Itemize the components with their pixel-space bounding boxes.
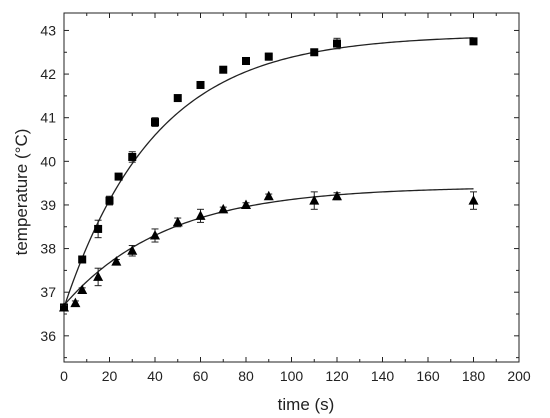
data-point-square bbox=[242, 56, 250, 65]
data-point-triangle bbox=[70, 297, 81, 308]
data-point-triangle bbox=[59, 301, 69, 312]
y-tick-label: 43 bbox=[40, 22, 56, 38]
x-tick-label: 0 bbox=[60, 368, 68, 384]
data-point-triangle bbox=[150, 229, 160, 240]
data-point-square bbox=[333, 39, 341, 48]
data-point-triangle bbox=[241, 199, 251, 209]
data-point-square bbox=[310, 48, 319, 57]
fit-curves bbox=[63, 37, 474, 308]
data-point-triangle bbox=[111, 256, 122, 266]
data-point-square bbox=[151, 118, 159, 127]
fit-curve-triangle bbox=[63, 188, 474, 306]
x-tick-label: 80 bbox=[238, 368, 254, 384]
data-point-triangle bbox=[93, 271, 104, 281]
plot-frame bbox=[63, 12, 520, 363]
fit-curve-square bbox=[63, 37, 474, 308]
data-markers bbox=[59, 37, 479, 312]
data-point-square bbox=[78, 255, 87, 264]
data-point-square bbox=[94, 224, 103, 233]
x-tick-label: 20 bbox=[102, 368, 118, 384]
data-point-square bbox=[173, 94, 182, 103]
y-tick-label: 42 bbox=[40, 66, 56, 82]
x-tick-label: 140 bbox=[371, 368, 395, 384]
y-tick-label: 40 bbox=[40, 153, 56, 169]
x-tick-label: 100 bbox=[280, 368, 304, 384]
x-tick-label: 160 bbox=[416, 368, 440, 384]
data-point-triangle bbox=[332, 190, 342, 201]
data-point-square bbox=[114, 172, 123, 181]
y-tick-label: 36 bbox=[40, 328, 56, 344]
y-axis-label: temperature (°C) bbox=[12, 129, 31, 256]
data-point-square bbox=[128, 152, 137, 161]
data-point-triangle bbox=[195, 210, 206, 220]
x-tick-label: 40 bbox=[147, 368, 163, 384]
y-tick-label: 38 bbox=[40, 241, 56, 257]
data-point-square bbox=[219, 65, 228, 74]
data-point-triangle bbox=[218, 203, 229, 214]
data-point-triangle bbox=[309, 195, 320, 205]
y-tick-label: 41 bbox=[40, 110, 56, 126]
data-point-square bbox=[196, 80, 205, 89]
x-tick-label: 60 bbox=[193, 368, 209, 384]
x-tick-label: 180 bbox=[462, 368, 486, 384]
data-point-square bbox=[105, 196, 114, 205]
data-point-square bbox=[469, 37, 478, 46]
data-point-triangle bbox=[77, 284, 88, 295]
data-point-triangle bbox=[127, 245, 138, 255]
data-point-square bbox=[264, 52, 273, 61]
data-point-triangle bbox=[468, 195, 479, 205]
axis-ticks: 0 20 40 60 80 100 120 140 160 180 200 36 37 38 39 40 41 4… bbox=[40, 13, 531, 384]
x-tick-label: 200 bbox=[507, 368, 531, 384]
y-tick-label: 39 bbox=[40, 197, 56, 213]
data-point-triangle bbox=[263, 190, 274, 201]
plot-area bbox=[63, 12, 520, 363]
x-tick-label: 120 bbox=[325, 368, 349, 384]
x-axis-label: time (s) bbox=[278, 395, 335, 414]
y-tick-label: 37 bbox=[40, 284, 56, 300]
data-point-triangle bbox=[172, 216, 183, 227]
